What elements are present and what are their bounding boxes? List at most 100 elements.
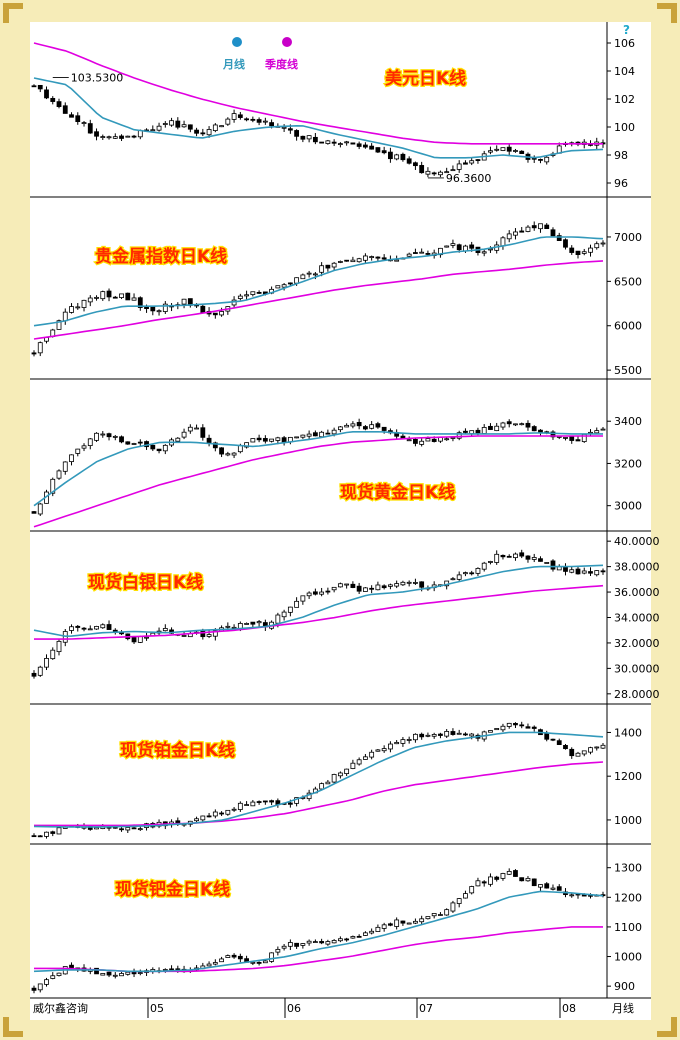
candle-up [594, 746, 600, 749]
candle-down [469, 572, 475, 575]
candle-up [438, 171, 443, 176]
panel-5: 1000 1200 1400 现货铂金日K线 [30, 704, 651, 845]
candle-down [463, 162, 468, 165]
candle-down [350, 142, 356, 145]
candle-down [50, 97, 56, 102]
candle-up [137, 972, 143, 974]
candle-up [287, 942, 293, 947]
candle-up [450, 902, 456, 912]
candle-up [506, 870, 512, 875]
candle-up [281, 611, 287, 618]
candle-up [94, 296, 99, 299]
candle-up [337, 772, 343, 777]
frame-corner-top-right [657, 3, 677, 23]
candle-up [337, 143, 343, 145]
y-tick-label: 98 [614, 149, 628, 162]
candle-down [325, 590, 331, 593]
candle-down [550, 431, 556, 438]
candle-up [319, 783, 325, 790]
candle-up [500, 147, 506, 151]
frame-corner-bottom-left [3, 1017, 23, 1037]
candle-up [275, 614, 281, 624]
chart-panels: 96 98 100 102 104 106 103.5300 96.3600 美元日K线 5500… [30, 22, 660, 999]
candle-up [344, 583, 350, 586]
candle-up [488, 150, 493, 153]
candle-up [394, 583, 400, 587]
candle-up [181, 124, 187, 128]
candle-down [419, 581, 425, 588]
candle-up [37, 983, 43, 991]
quarter-legend-dot [282, 37, 292, 47]
panel-6: 900 1000 1100 1200 1300 现货钯金日K线 [30, 844, 651, 999]
candle-up [181, 431, 187, 438]
candle-down [344, 938, 350, 941]
quarter-ma-line [33, 435, 603, 528]
candle-down [431, 172, 437, 175]
candle-down [419, 165, 425, 174]
candle-up [494, 148, 500, 151]
y-tick-label: 102 [614, 93, 635, 106]
candle-down [563, 745, 568, 750]
candle-up [94, 626, 99, 630]
candle-down [569, 436, 575, 441]
candle-down [519, 552, 525, 557]
candle-up [481, 251, 487, 254]
candle-down [75, 115, 81, 123]
y-tick-label: 38.0000 [614, 561, 660, 574]
candle-up [350, 259, 356, 263]
candle-down [56, 101, 62, 107]
candle-down [356, 422, 362, 427]
candle-up [500, 422, 506, 428]
candle-down [144, 306, 149, 310]
svg-text:?: ? [623, 23, 630, 37]
candle-up [531, 557, 537, 560]
candle-down [369, 145, 375, 150]
candle-up [438, 437, 443, 442]
candle-up [50, 975, 56, 979]
candle-down [550, 738, 556, 741]
candle-down [125, 292, 131, 301]
panel-title: 现货黄金日K线 [340, 482, 455, 503]
y-tick-label: 1200 [614, 891, 642, 904]
candle-up [594, 243, 600, 249]
candle-up [56, 640, 62, 653]
candle-down [212, 312, 218, 316]
candle-down [550, 560, 556, 570]
candle-up [56, 972, 62, 976]
candle-down [531, 426, 537, 432]
candle-up [225, 118, 231, 125]
candle-down [206, 815, 212, 818]
frame-corner-bottom-right [657, 1017, 677, 1037]
candle-up [44, 657, 49, 668]
candle-down [506, 555, 512, 558]
candle-down [256, 801, 262, 803]
candle-up [444, 171, 450, 174]
candle-down [119, 135, 124, 139]
candle-up [62, 461, 68, 472]
candle-up [600, 744, 606, 749]
panel-title: 美元日K线 [385, 68, 466, 89]
candle-down [150, 306, 156, 312]
candle-up [475, 568, 481, 574]
candle-down [200, 427, 206, 438]
candle-down [269, 122, 275, 127]
candle-up [100, 291, 106, 300]
candle-up [112, 974, 118, 977]
candle-down [62, 105, 68, 114]
candle-down [456, 244, 462, 251]
candle-up [225, 955, 231, 958]
candle-down [37, 84, 43, 90]
question-icon[interactable]: ? [623, 23, 630, 37]
candle-up [237, 802, 243, 810]
candle-up [500, 725, 506, 731]
candle-up [375, 749, 381, 752]
candle-down [31, 85, 37, 88]
candle-down [481, 881, 487, 884]
candle-up [413, 733, 418, 741]
candle-up [344, 768, 350, 775]
candle-down [194, 129, 199, 134]
candle-up [337, 938, 343, 942]
candle-up [281, 284, 287, 288]
candle-down [381, 426, 387, 431]
